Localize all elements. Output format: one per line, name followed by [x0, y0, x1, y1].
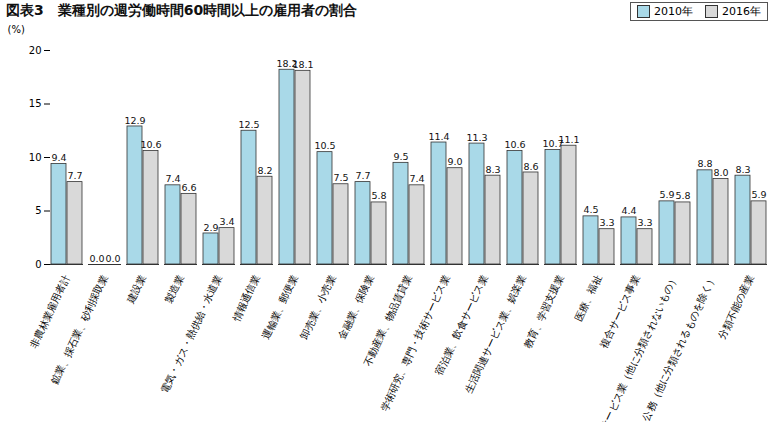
svg-text:公務（他に分類されるものを除く）: 公務（他に分類されるものを除く）	[640, 273, 718, 422]
svg-text:5.8: 5.8	[675, 190, 690, 201]
svg-text:10: 10	[29, 152, 42, 163]
svg-text:11.4: 11.4	[428, 131, 449, 142]
svg-text:7.5: 7.5	[333, 172, 348, 183]
svg-text:18.2: 18.2	[276, 57, 298, 69]
svg-text:9.0: 9.0	[447, 156, 462, 167]
svg-text:11.3: 11.3	[466, 132, 487, 143]
svg-text:分類不能の産業: 分類不能の産業	[716, 273, 756, 341]
svg-text:製造業: 製造業	[163, 273, 186, 305]
svg-text:宿泊業、飲食サービス業: 宿泊業、飲食サービス業	[433, 272, 490, 378]
svg-text:5: 5	[35, 205, 41, 216]
svg-text:10.6: 10.6	[504, 139, 525, 150]
svg-text:18.1: 18.1	[292, 59, 313, 70]
svg-text:12.5: 12.5	[238, 119, 259, 130]
svg-text:11.1: 11.1	[558, 134, 579, 145]
svg-text:10.7: 10.7	[542, 138, 564, 150]
svg-text:8.3: 8.3	[735, 164, 750, 175]
svg-text:不動産業、物品賃貸業: 不動産業、物品賃貸業	[361, 272, 414, 368]
svg-text:10.6: 10.6	[140, 139, 161, 150]
svg-text:15: 15	[29, 98, 42, 109]
svg-text:7.4: 7.4	[409, 173, 424, 184]
svg-text:情報通信業: 情報通信業	[230, 273, 262, 324]
svg-text:9.4: 9.4	[51, 152, 66, 163]
svg-text:10.5: 10.5	[314, 140, 335, 151]
html-text:2010年: 2010年	[654, 4, 693, 18]
svg-text:3.3: 3.3	[637, 217, 652, 228]
svg-text:非農林業雇用者計: 非農林業雇用者計	[28, 273, 72, 350]
svg-text:運輸業、郵便業: 運輸業、郵便業	[260, 273, 300, 341]
svg-text:8.3: 8.3	[485, 164, 500, 175]
svg-text:教育、学習支援業: 教育、学習支援業	[522, 273, 566, 350]
svg-text:(%): (%)	[8, 24, 25, 35]
svg-text:3.4: 3.4	[219, 216, 234, 227]
svg-text:5.8: 5.8	[371, 190, 386, 201]
svg-text:医療、福祉: 医療、福祉	[573, 273, 604, 323]
svg-text:3.3: 3.3	[599, 217, 614, 228]
svg-text:学術研究、専門・技術サービス業: 学術研究、専門・技術サービス業	[378, 273, 451, 414]
svg-text:電気・ガス・熱供給・水道業: 電気・ガス・熱供給・水道業	[159, 273, 224, 395]
svg-text:12.9: 12.9	[124, 115, 145, 126]
svg-text:サービス業（他に分類されないもの）: サービス業（他に分類されないもの）	[598, 273, 680, 422]
svg-text:7.7: 7.7	[355, 170, 370, 181]
html-text:2016年: 2016年	[722, 4, 761, 18]
svg-text:0: 0	[35, 259, 41, 270]
svg-text:6.6: 6.6	[181, 182, 196, 193]
svg-text:8.0: 8.0	[713, 167, 728, 178]
svg-text:0.0: 0.0	[105, 253, 120, 264]
svg-text:金融業、保険業: 金融業、保険業	[336, 273, 376, 341]
svg-text:7.7: 7.7	[67, 170, 82, 181]
svg-text:0.0: 0.0	[89, 253, 104, 264]
svg-text:5.9: 5.9	[751, 189, 766, 200]
svg-text:20: 20	[29, 45, 42, 56]
svg-text:複合サービス事業: 複合サービス事業	[598, 273, 642, 350]
svg-text:9.5: 9.5	[393, 151, 408, 162]
svg-text:7.4: 7.4	[165, 173, 180, 184]
html-text:図表3 業種別の週労働時間60時間以上の雇用者の割合: 図表3 業種別の週労働時間60時間以上の雇用者の割合	[6, 2, 358, 18]
svg-text:鉱業、採石業、砂利採取業: 鉱業、採石業、砂利採取業	[49, 273, 110, 386]
svg-text:4.4: 4.4	[621, 205, 636, 216]
svg-text:8.8: 8.8	[697, 158, 712, 169]
svg-text:8.6: 8.6	[523, 161, 538, 172]
svg-text:建設業: 建設業	[125, 273, 148, 306]
svg-text:8.2: 8.2	[257, 165, 272, 176]
svg-text:4.5: 4.5	[583, 204, 598, 215]
svg-text:2.9: 2.9	[203, 222, 218, 233]
svg-text:生活関連サービス業、娯楽業: 生活関連サービス業、娯楽業	[463, 273, 528, 395]
svg-text:卸売業、小売業: 卸売業、小売業	[298, 273, 338, 341]
svg-text:5.9: 5.9	[659, 189, 674, 200]
